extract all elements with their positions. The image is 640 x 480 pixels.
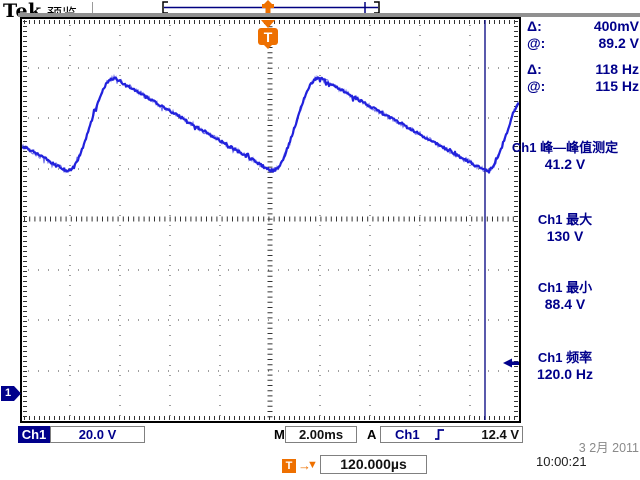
trigger-delay-t-icon: T (282, 459, 296, 473)
measurement-max: Ch1 最大 130 V (490, 212, 640, 244)
ch1-waveform-trace (21, 76, 520, 174)
measurement-pkpk-title: Ch1 峰—峰值测定 (511, 140, 619, 155)
trigger-a-label: A (367, 427, 377, 442)
cursor-at-hz-row: @: 115 Hz (527, 78, 639, 95)
cursor-delta-hz-label: Δ: (527, 61, 542, 77)
trigger-delay-triangle-icon: ▼ (307, 459, 318, 471)
measurement-max-title: Ch1 最大 (537, 212, 593, 227)
graticule-top-shadow (18, 13, 640, 17)
cursor-delta-hz-value: 118 Hz (595, 61, 639, 77)
cursor-at-value: 89.2 V (598, 35, 639, 51)
trigger-level-readout: 12.4 V (481, 427, 519, 442)
trigger-position-marker[interactable]: T (258, 20, 278, 49)
trigger-level-arrow[interactable] (503, 358, 520, 368)
cursor-readout-panel: Δ: 400mV @: 89.2 V Δ: 118 Hz @: 115 Hz (527, 18, 639, 95)
rising-edge-icon (434, 429, 444, 440)
cursor-at-hz-value: 115 Hz (595, 78, 639, 94)
measurement-min-value: 88.4 V (544, 296, 586, 312)
measurement-min-title: Ch1 最小 (537, 280, 593, 295)
date-text: 3 2月 2011 (578, 441, 639, 455)
cursor-delta-value: 400mV (593, 18, 639, 34)
measurement-freq-title: Ch1 频率 (537, 350, 593, 365)
trigger-delay-arrow-icon: → (298, 458, 311, 473)
timebase-readout: 2.00ms (285, 426, 357, 443)
cursor-at-hz-label: @: (527, 78, 546, 94)
datetime-display: 3 2月 2011 10:00:21 (536, 441, 639, 469)
svg-text:T: T (264, 29, 273, 45)
graticule-background (20, 17, 521, 423)
graticule-center-crosshair (24, 21, 517, 419)
ch1-ground-marker[interactable]: 1 (1, 386, 21, 401)
trigger-readout: Ch1 12.4 V (380, 426, 523, 443)
measurement-pkpk: Ch1 峰—峰值测定 41.2 V (490, 140, 640, 172)
graticule-edge-ticks (23, 20, 518, 420)
trigger-source: Ch1 (395, 427, 420, 442)
measurement-freq-value: 120.0 Hz (536, 366, 594, 382)
graticule: T (20, 17, 521, 423)
cursor-at-v-row: @: 89.2 V (527, 35, 639, 52)
ch1-volts-per-div-readout: 20.0 V (50, 426, 145, 443)
ch1-channel-badge: Ch1 (18, 426, 50, 443)
header-divider (92, 2, 93, 15)
cursor-delta-label: Δ: (527, 18, 542, 34)
measurement-pkpk-value: 41.2 V (544, 156, 586, 172)
trigger-position-top-icon[interactable] (262, 0, 274, 15)
trigger-delay-readout: 120.000µs (320, 455, 427, 474)
time-text: 10:00:21 (536, 454, 587, 469)
graticule-border (20, 17, 521, 423)
cursor-delta-v-row: Δ: 400mV (527, 18, 639, 35)
cursor-delta-hz-row: Δ: 118 Hz (527, 61, 639, 78)
measurement-freq: Ch1 频率 120.0 Hz (490, 350, 640, 382)
cursor-at-label: @: (527, 35, 546, 51)
main-timebase-label: M (274, 427, 285, 442)
measurement-min: Ch1 最小 88.4 V (490, 280, 640, 312)
measurement-max-value: 130 V (546, 228, 584, 244)
